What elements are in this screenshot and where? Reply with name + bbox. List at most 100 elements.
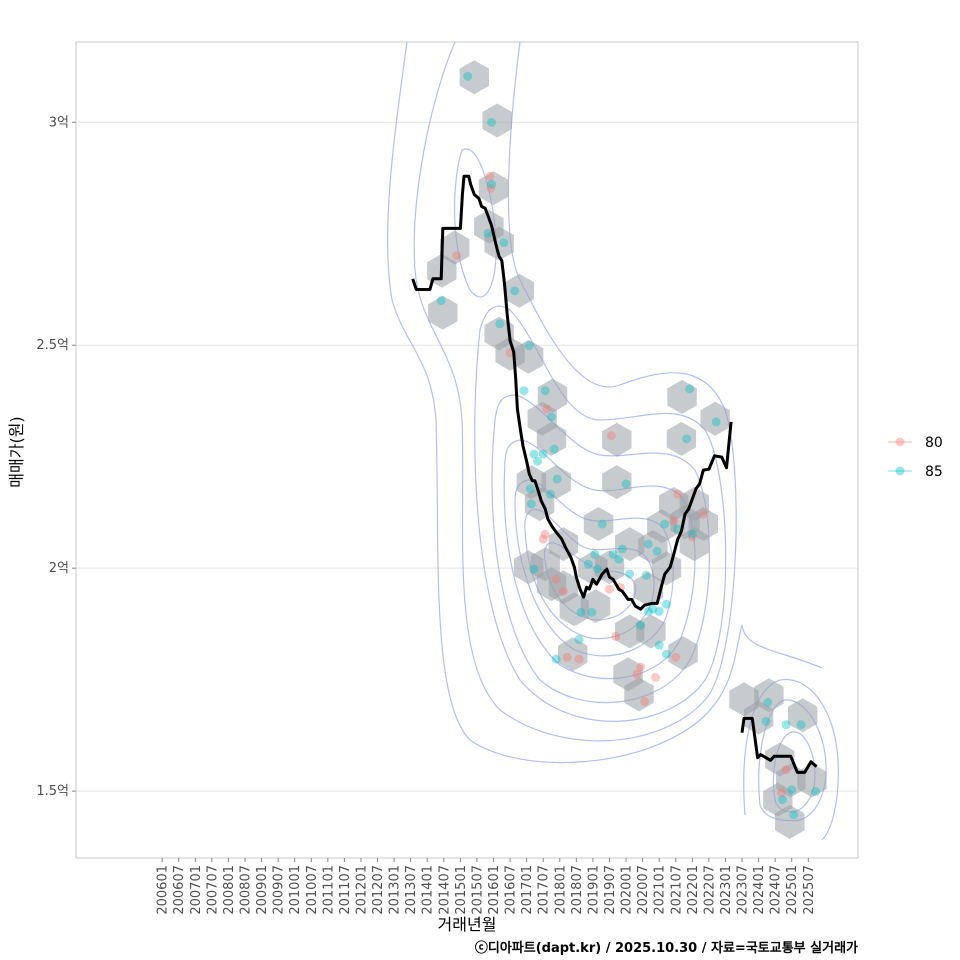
legend-label: 80 bbox=[925, 435, 943, 451]
hexbin-cell bbox=[484, 226, 514, 261]
data-point-85 bbox=[781, 720, 791, 730]
data-point-85 bbox=[643, 539, 653, 549]
data-point-85 bbox=[661, 649, 671, 659]
data-point-80 bbox=[698, 509, 708, 519]
data-point-80 bbox=[611, 631, 621, 641]
data-point-80 bbox=[542, 404, 552, 414]
x-tick-label: 200907 bbox=[272, 865, 287, 915]
hexbin-cell bbox=[787, 698, 818, 733]
data-point-85 bbox=[574, 635, 584, 645]
x-tick-label: 201607 bbox=[504, 865, 519, 915]
hexbin-cell bbox=[668, 636, 698, 671]
hexbin-cell bbox=[636, 614, 666, 649]
legend-key-point bbox=[895, 466, 905, 476]
x-tick-label: 202307 bbox=[736, 865, 751, 915]
data-point-85 bbox=[661, 599, 671, 609]
data-point-80 bbox=[776, 787, 786, 797]
data-point-80 bbox=[562, 652, 572, 662]
data-point-85 bbox=[483, 228, 493, 238]
x-tick-label: 201301 bbox=[388, 865, 403, 915]
hexbin-cell bbox=[602, 465, 632, 500]
data-point-80 bbox=[540, 529, 550, 539]
x-tick-label: 201201 bbox=[355, 865, 370, 915]
hexbin-cell bbox=[504, 273, 535, 308]
data-point-85 bbox=[526, 499, 536, 509]
x-tick-label: 201101 bbox=[321, 865, 336, 915]
x-tick-label: 201207 bbox=[371, 865, 386, 915]
caption: ⓒ디아파트(dapt.kr) / 2025.10.30 / 자료=국토교통부 실… bbox=[475, 940, 858, 956]
x-tick-label: 200701 bbox=[189, 865, 204, 915]
legend-key-point bbox=[895, 437, 905, 447]
data-point-85 bbox=[687, 529, 697, 539]
contour-line bbox=[454, 148, 497, 298]
x-tick-label: 200901 bbox=[255, 865, 270, 915]
data-point-85 bbox=[652, 546, 662, 556]
legend-label: 85 bbox=[925, 464, 943, 480]
data-point-85 bbox=[761, 717, 771, 727]
y-tick-label: 2억 bbox=[49, 561, 69, 576]
contour-line bbox=[413, 41, 737, 742]
data-point-85 bbox=[625, 569, 635, 579]
data-point-80 bbox=[485, 171, 495, 181]
data-point-85 bbox=[529, 564, 539, 574]
data-point-85 bbox=[587, 607, 597, 617]
data-point-85 bbox=[525, 484, 535, 494]
contour-line bbox=[474, 305, 727, 722]
x-tick-label: 202207 bbox=[702, 865, 717, 915]
data-point-85 bbox=[549, 444, 559, 454]
x-tick-label: 202001 bbox=[620, 865, 635, 915]
x-tick-label: 202507 bbox=[802, 865, 817, 915]
hexbin-cell bbox=[700, 401, 730, 436]
trend-line bbox=[411, 174, 733, 611]
y-tick-label: 2.5억 bbox=[36, 338, 69, 353]
y-axis: 1.5억 2억 2.5억 3억 bbox=[36, 115, 76, 799]
x-tick-label: 201907 bbox=[603, 865, 618, 915]
hexbin-cell bbox=[666, 421, 697, 456]
hexbin-cell bbox=[558, 637, 588, 672]
y-axis-title: 매매가(원) bbox=[7, 416, 26, 487]
hexbin-cell bbox=[615, 527, 645, 562]
hexbin-cell bbox=[602, 422, 632, 457]
data-point-85 bbox=[519, 386, 529, 396]
data-point-85 bbox=[763, 697, 773, 707]
data-point-80 bbox=[538, 534, 548, 544]
x-tick-label: 202501 bbox=[785, 865, 800, 915]
hexbin-cell bbox=[536, 421, 567, 456]
hexbin-cell bbox=[541, 465, 571, 500]
x-tick-label: 201701 bbox=[520, 865, 535, 915]
data-point-85 bbox=[608, 549, 618, 559]
data-point-85 bbox=[487, 179, 497, 189]
data-point-85 bbox=[546, 412, 556, 422]
data-point-80 bbox=[671, 652, 681, 662]
legend-item-85: 85 bbox=[888, 464, 943, 480]
scatter-layer bbox=[436, 71, 821, 820]
data-point-80 bbox=[604, 584, 614, 594]
x-tick-label: 202101 bbox=[653, 865, 668, 915]
x-tick-label: 201801 bbox=[553, 865, 568, 915]
hexbin-cell bbox=[580, 589, 611, 624]
hexbin-cell bbox=[651, 551, 682, 586]
data-point-80 bbox=[632, 669, 642, 679]
hexbin-cell bbox=[763, 782, 793, 817]
hexbin-cell bbox=[482, 103, 512, 138]
x-tick-label: 202401 bbox=[752, 865, 767, 915]
data-point-80 bbox=[558, 586, 568, 596]
data-point-85 bbox=[648, 604, 658, 614]
hexbin-cell bbox=[667, 379, 697, 414]
x-tick-label: 202107 bbox=[669, 865, 684, 915]
data-point-85 bbox=[538, 449, 548, 459]
data-point-85 bbox=[495, 319, 505, 329]
data-point-85 bbox=[576, 607, 586, 617]
x-axis: 200601 200607 200701 200707 200801 200807 2009… bbox=[156, 858, 817, 915]
data-point-85 bbox=[551, 654, 561, 664]
hexbin-cell bbox=[633, 572, 663, 607]
data-point-85 bbox=[621, 479, 631, 489]
data-point-85 bbox=[777, 795, 787, 805]
trend-line bbox=[740, 716, 818, 774]
x-tick-label: 201807 bbox=[570, 865, 585, 915]
x-tick-label: 201901 bbox=[586, 865, 601, 915]
data-point-85 bbox=[487, 117, 497, 127]
data-point-85 bbox=[436, 296, 446, 306]
data-point-85 bbox=[811, 787, 821, 797]
